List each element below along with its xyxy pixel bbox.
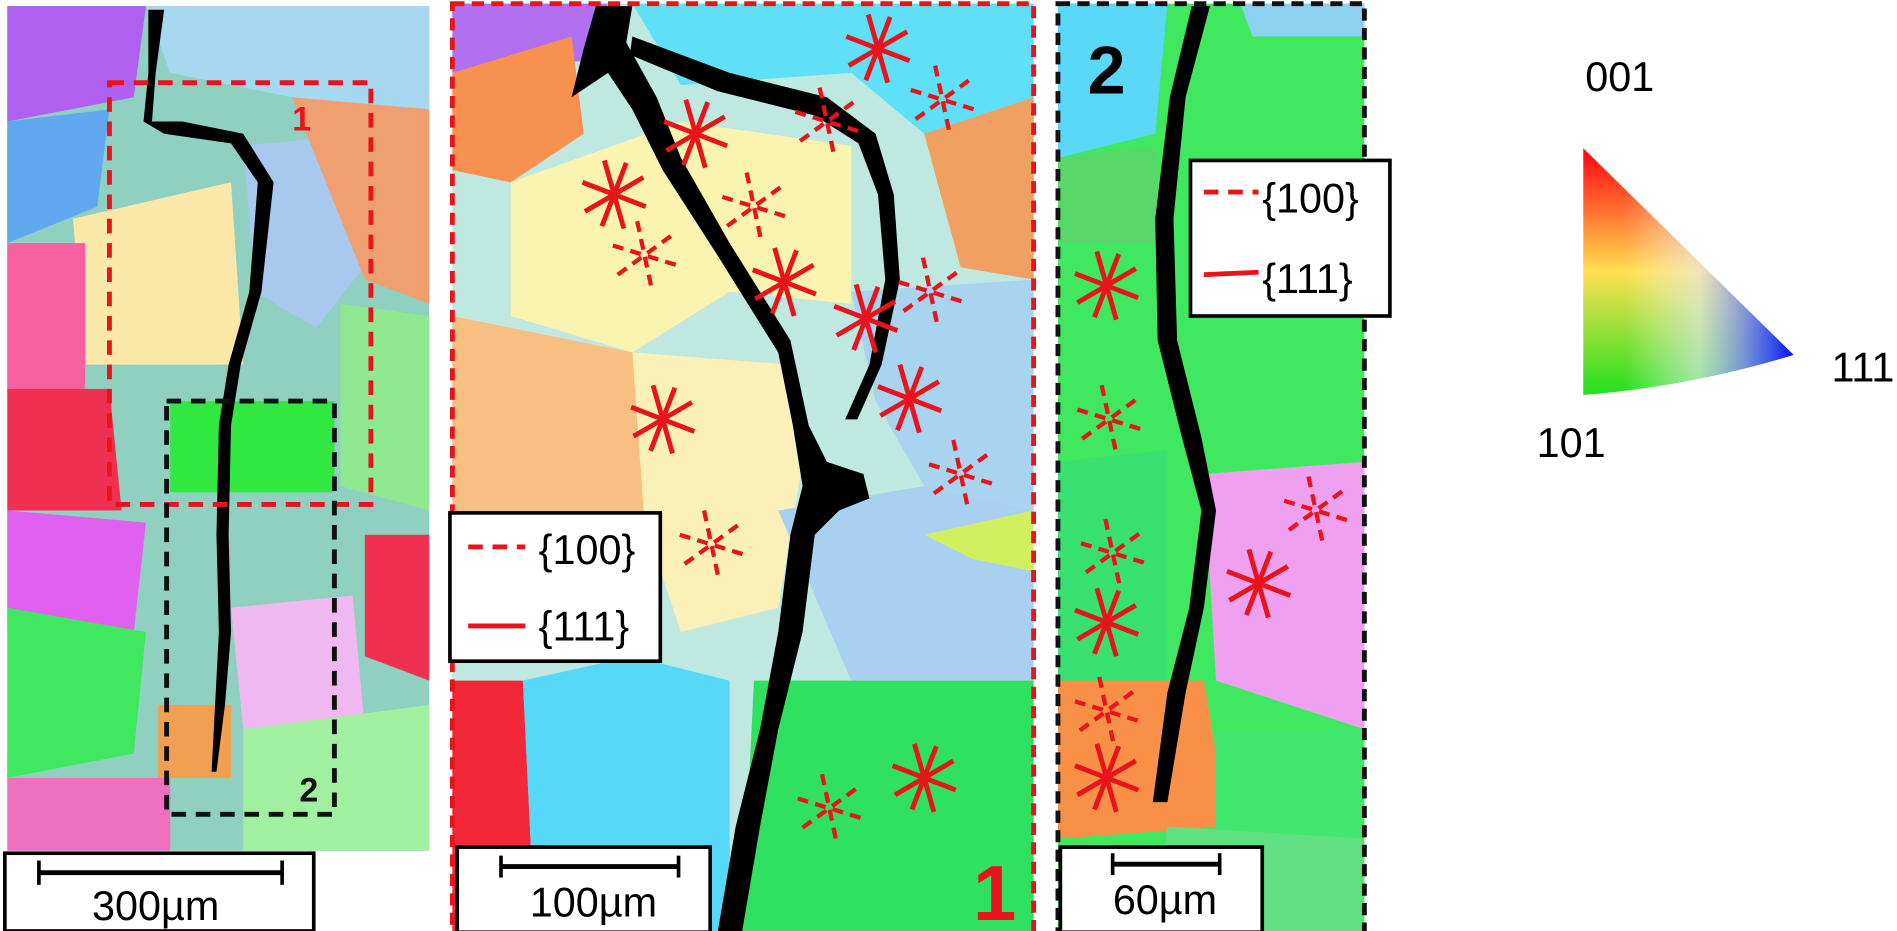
page: EBSD crack maps {"overview": {"box_label… bbox=[0, 0, 1897, 931]
zoom-2-map: 2 {100} {111} 60µm bbox=[1058, 4, 1390, 931]
legend-label: {111} bbox=[539, 604, 630, 650]
map-shape bbox=[231, 596, 365, 730]
map-shape bbox=[1583, 148, 1793, 395]
ipf-color-key: 001 101 111 bbox=[1537, 54, 1895, 466]
map-shape bbox=[1058, 146, 1167, 243]
body: 1 2 300µm {100} {111} bbox=[0, 0, 1897, 931]
scale-label: 60µm bbox=[1113, 877, 1217, 923]
map-shape bbox=[1240, 4, 1364, 37]
legend-label: {100} bbox=[1262, 176, 1359, 222]
panel-label: 1 bbox=[973, 851, 1016, 931]
figure: 1 2 300µm {100} {111} bbox=[0, 0, 1897, 931]
box-label: 2 bbox=[299, 771, 318, 809]
legend-line bbox=[1204, 272, 1259, 274]
corner-label: 111 bbox=[1832, 345, 1895, 391]
map-shape bbox=[7, 243, 85, 389]
scale-label: 100µm bbox=[530, 879, 657, 925]
corner-label: 001 bbox=[1585, 54, 1654, 100]
overview-map: 1 2 300µm bbox=[5, 6, 429, 931]
box-label: 1 bbox=[292, 101, 311, 139]
legend-label: {100} bbox=[539, 527, 636, 573]
scale-label: 300µm bbox=[92, 883, 219, 929]
map-shape bbox=[7, 778, 170, 851]
map-shape bbox=[365, 535, 429, 681]
zoom-1-map: {100} {111} 100µm 1 bbox=[450, 4, 1034, 931]
corner-label: 101 bbox=[1537, 420, 1606, 466]
map-shape bbox=[7, 389, 121, 511]
map-shape bbox=[7, 608, 146, 778]
map-shape bbox=[340, 304, 429, 511]
map-shape bbox=[170, 401, 334, 492]
panel-label: 2 bbox=[1088, 32, 1126, 108]
legend-label: {111} bbox=[1262, 256, 1353, 302]
